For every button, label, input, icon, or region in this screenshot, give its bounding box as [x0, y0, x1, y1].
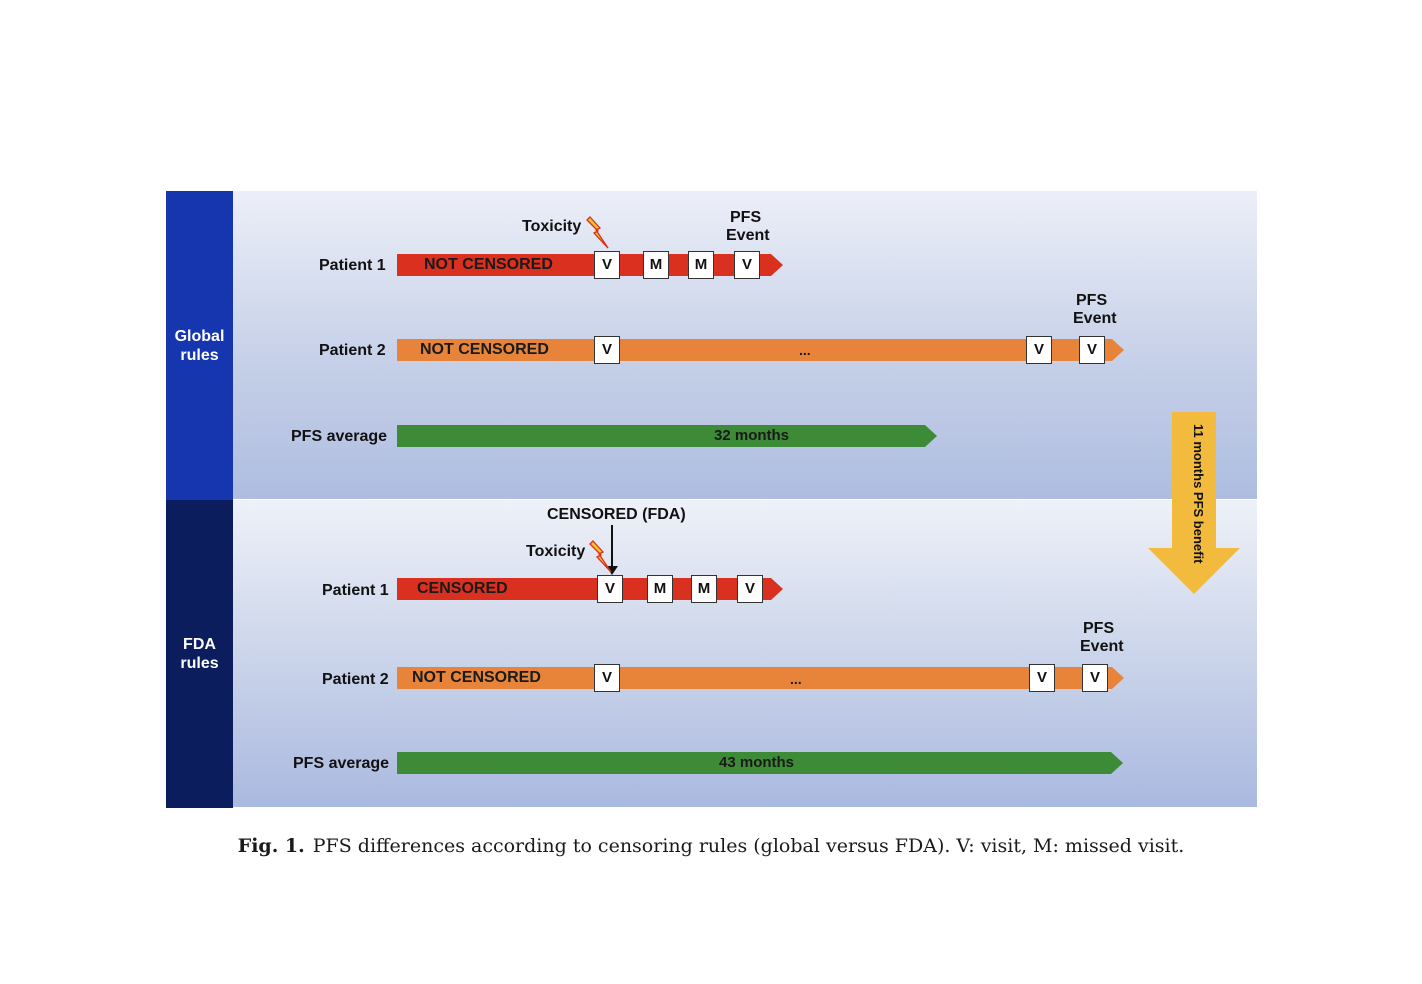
global-p2-bar — [397, 339, 1112, 361]
fda-p1-missed-box: M — [647, 575, 673, 603]
fda-p2-bar — [397, 667, 1112, 689]
global-average-arrowhead — [925, 425, 937, 447]
fda-p1-bar-text: CENSORED — [417, 580, 508, 597]
pfs-benefit-label: 11 months PFS benefit — [1191, 424, 1206, 564]
fda-rules-label-line2: rules — [180, 655, 219, 672]
fda-p2-pfs-event-line1: PFS — [1083, 620, 1115, 637]
fda-p2-ellipsis: ... — [790, 671, 802, 687]
fda-p1-visit-box: V — [737, 575, 763, 603]
censored-arrow-line — [611, 525, 613, 569]
fda-p1-bar — [397, 578, 771, 600]
global-p2-arrowhead — [1112, 339, 1124, 361]
global-rules-label: Global rules — [166, 191, 233, 500]
fda-average-arrowhead — [1111, 752, 1123, 774]
global-rules-label-line2: rules — [180, 346, 219, 364]
fda-censored-note: CENSORED (FDA) — [547, 506, 686, 523]
fda-p1-visit-box: V — [597, 575, 623, 603]
fda-p2-visit-box: V — [594, 664, 620, 692]
global-average-label: PFS average — [291, 428, 388, 445]
global-average-bar — [397, 425, 925, 447]
fda-p1-missed-box: M — [691, 575, 717, 603]
fda-rules-label: FDA rules — [166, 500, 233, 808]
global-p2-visit-box: V — [594, 336, 620, 364]
global-p1-arrowhead — [771, 254, 783, 276]
fda-p2-visit-box: V — [1029, 664, 1055, 692]
fda-p2-arrowhead — [1112, 667, 1124, 689]
fda-p2-label: Patient 2 — [322, 671, 389, 688]
global-average-bar-text: 32 months — [714, 427, 790, 444]
global-rules-label-line1: Global — [174, 327, 225, 345]
lightning-bolt-icon — [586, 216, 609, 249]
figure-caption-prefix: Fig. 1. — [237, 835, 305, 857]
figure-caption-text: PFS differences according to censoring r… — [312, 835, 1185, 857]
lightning-bolt-icon — [589, 540, 612, 573]
global-p1-bar-text: NOT CENSORED — [424, 256, 553, 273]
global-p2-visit-box: V — [1026, 336, 1052, 364]
fda-average-label: PFS average — [293, 755, 390, 772]
figure-caption: Fig. 1. PFS differences according to cens… — [0, 835, 1422, 857]
global-p2-bar-text: NOT CENSORED — [420, 341, 549, 358]
global-p1-missed-box: M — [688, 251, 714, 279]
fda-p1-toxicity-label: Toxicity — [526, 543, 586, 560]
global-p1-label: Patient 1 — [319, 257, 386, 274]
fda-p1-label: Patient 1 — [322, 582, 389, 599]
global-p1-pfs-event-line1: PFS — [730, 209, 762, 226]
fda-p2-bar-text: NOT CENSORED — [412, 669, 541, 686]
pfs-benefit-arrow-icon — [1148, 412, 1240, 594]
fda-p2-pfs-event-line2: Event — [1080, 638, 1124, 655]
fda-rules-label-line1: FDA — [183, 636, 216, 653]
global-p2-pfs-event-line1: PFS — [1076, 292, 1108, 309]
global-p1-pfs-event-line2: Event — [726, 227, 770, 244]
global-p1-toxicity-label: Toxicity — [522, 218, 582, 235]
global-p1-missed-box: M — [643, 251, 669, 279]
global-p2-ellipsis: ... — [799, 342, 811, 358]
fda-average-bar — [397, 752, 1111, 774]
global-p1-visit-box: V — [594, 251, 620, 279]
global-p2-visit-box: V — [1079, 336, 1105, 364]
fda-p1-arrowhead — [771, 578, 783, 600]
global-p1-visit-box: V — [734, 251, 760, 279]
fda-p2-visit-box: V — [1082, 664, 1108, 692]
global-p2-pfs-event-line2: Event — [1073, 310, 1117, 327]
global-p1-bar — [397, 254, 771, 276]
global-p2-label: Patient 2 — [319, 342, 386, 359]
fda-average-bar-text: 43 months — [719, 754, 795, 771]
